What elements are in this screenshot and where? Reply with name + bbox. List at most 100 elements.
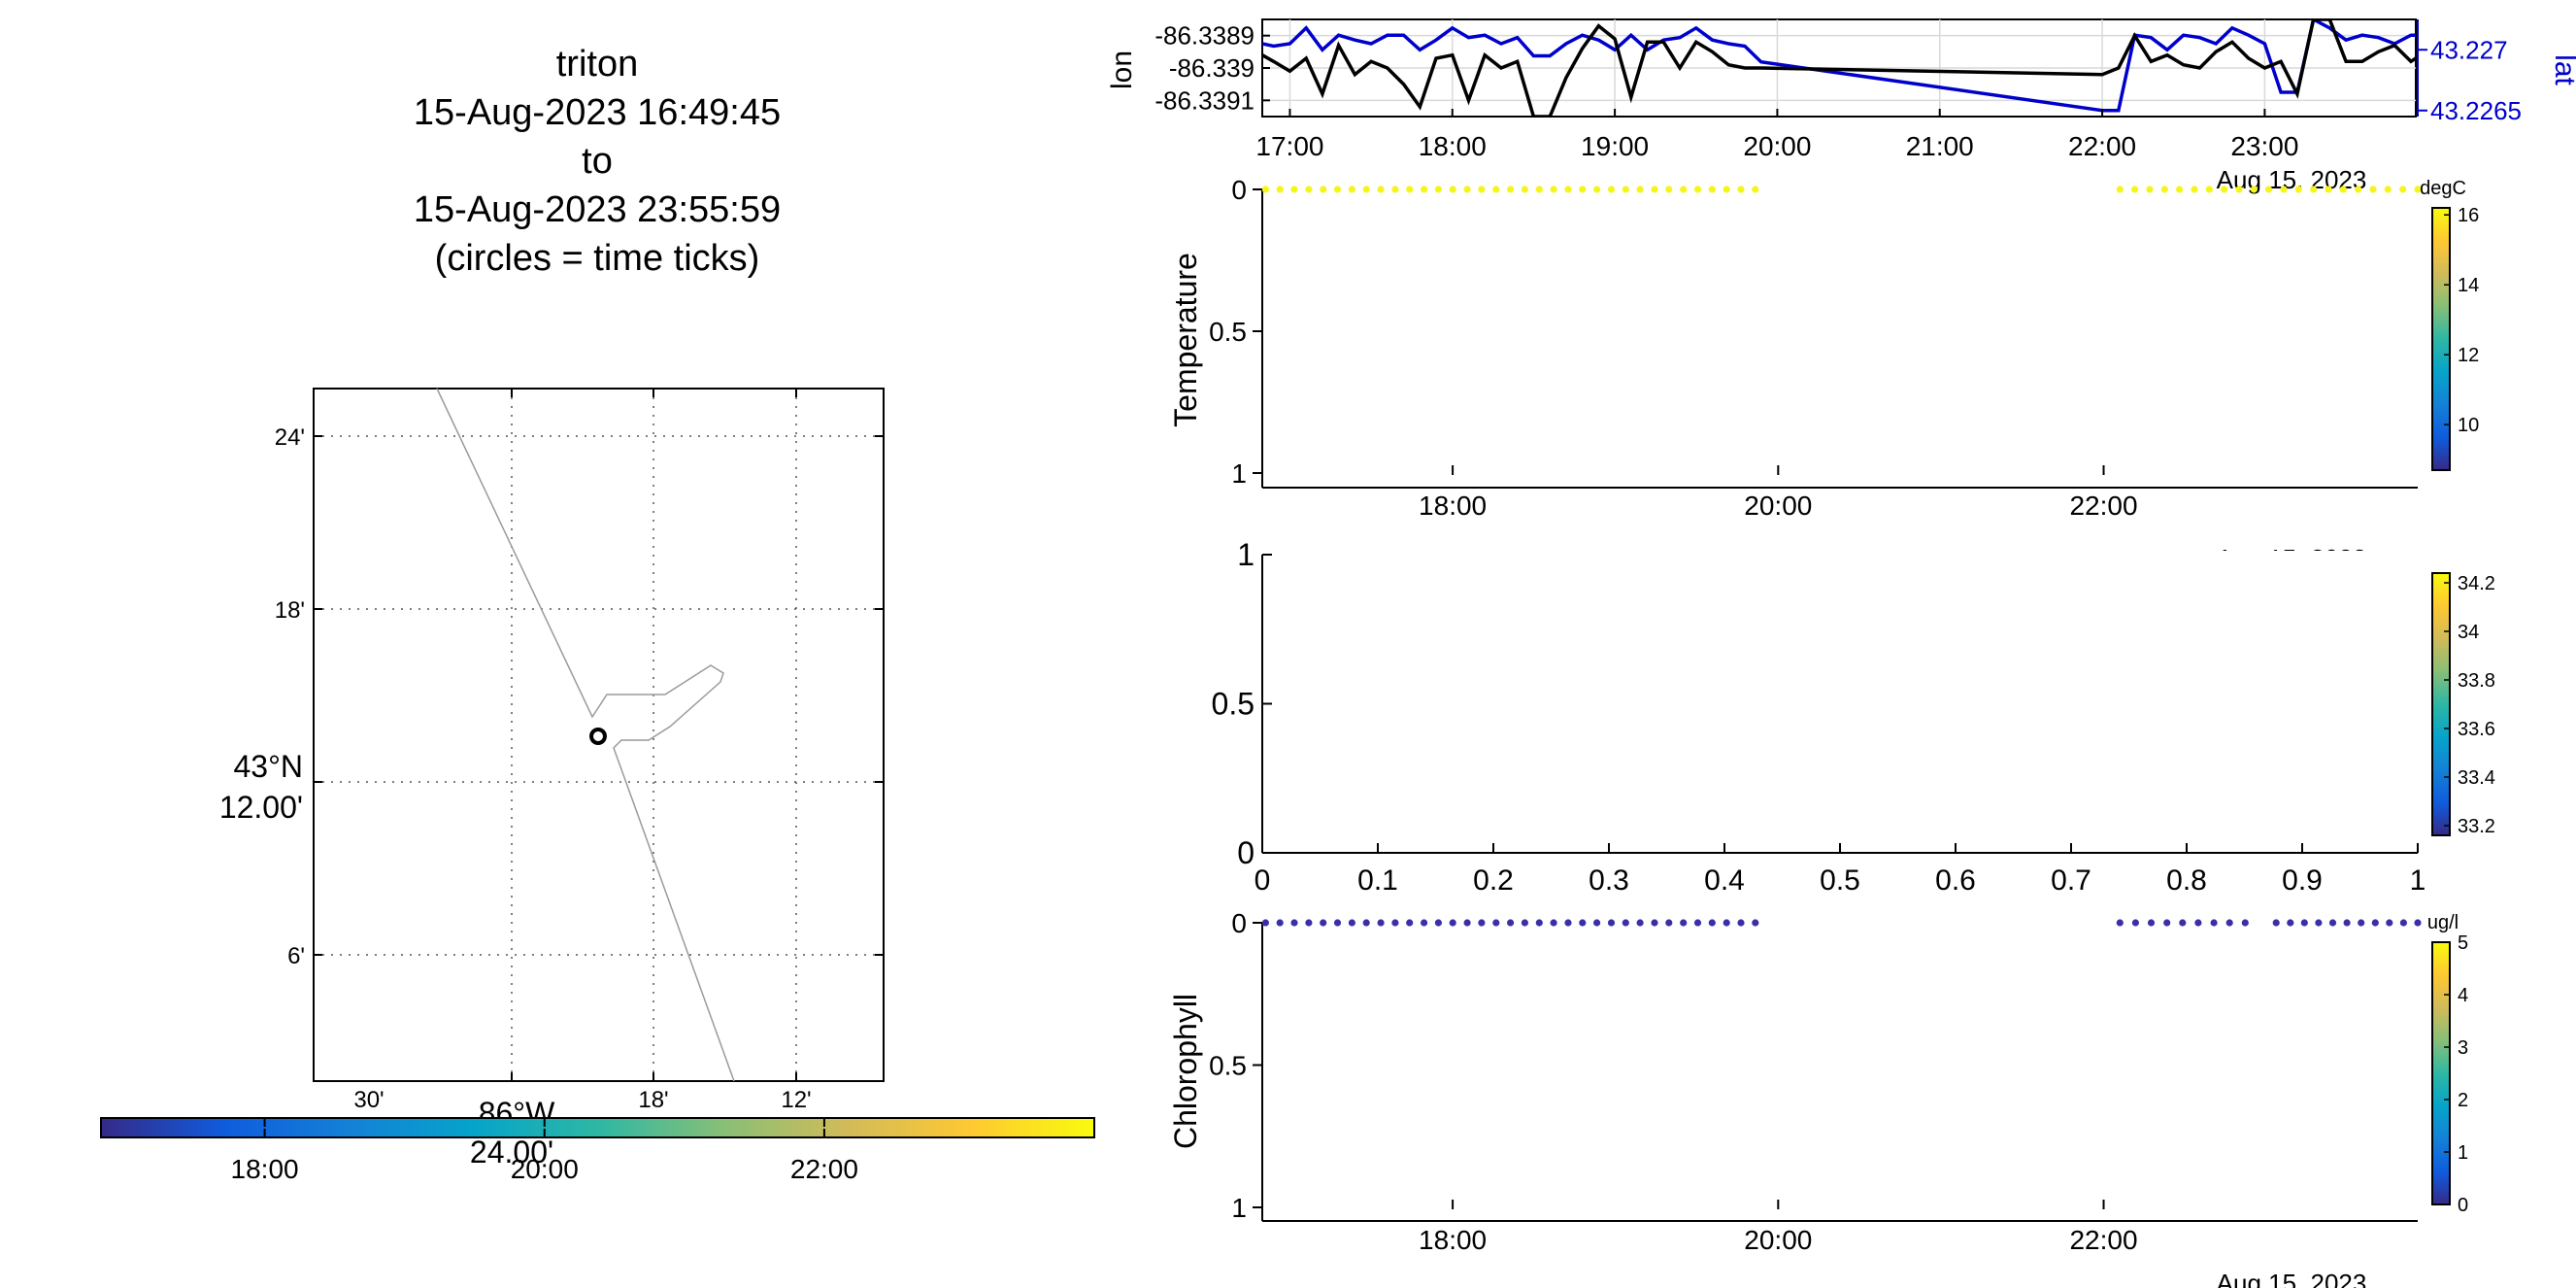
vehicle-position-marker	[589, 728, 607, 745]
chlorophyll-point	[2179, 919, 2187, 927]
temperature-axis-label: Temperature	[1168, 253, 1203, 427]
chlorophyll-point	[1391, 919, 1399, 927]
temperature-x-tick-label: 20:00	[1744, 491, 1812, 521]
salinity-x-tick-label: 0.3	[1589, 864, 1629, 897]
chlorophyll-point	[2315, 919, 2323, 927]
chlorophyll-point	[1680, 919, 1688, 927]
salinity-x-tick-label: 1	[2410, 864, 2426, 897]
position-x-tick-label: 22:00	[2068, 131, 2136, 161]
temperature-colorbar	[2431, 207, 2451, 471]
title-line-5: (circles = time ticks)	[435, 238, 760, 279]
lat-tick-label: 43.227	[2430, 35, 2508, 64]
chlorophyll-point	[1651, 919, 1658, 927]
temperature-point	[1535, 186, 1543, 193]
lon-tick-label: -86.3389	[1154, 21, 1255, 51]
map-graticule	[314, 389, 884, 1081]
title-line-4: 15-Aug-2023 23:55:59	[414, 189, 781, 230]
chlorophyll-point	[1377, 919, 1385, 927]
lat-axis: 43.227 43.2265	[2417, 19, 2522, 125]
temperature-point	[2116, 186, 2124, 193]
temperature-point	[1665, 186, 1673, 193]
chlorophyll-point	[2116, 919, 2124, 927]
temperature-colorbar-tick-label: 10	[2458, 415, 2479, 436]
chlorophyll-point	[2241, 919, 2249, 927]
lon-label-18: 18'	[638, 1087, 668, 1113]
temperature-point	[2221, 186, 2228, 193]
salinity-x-tick-label: 0.6	[1935, 864, 1976, 897]
salinity-colorbar-tick-label: 33.2	[2458, 816, 2495, 837]
temperature-point	[2369, 186, 2377, 193]
chlorophyll-point	[1492, 919, 1500, 927]
chlorophyll-point	[1708, 919, 1716, 927]
temperature-point	[2146, 186, 2154, 193]
lon-label-12: 12'	[781, 1087, 811, 1113]
chlorophyll-point	[1550, 919, 1557, 927]
temperature-point	[2250, 186, 2258, 193]
temperature-point	[2176, 186, 2184, 193]
chlorophyll-point	[2225, 919, 2233, 927]
chlorophyll-point	[1665, 919, 1673, 927]
chlorophyll-colorbar-tick-label: 2	[2458, 1090, 2468, 1111]
temperature-y-ticks: 00.51	[1209, 175, 1262, 489]
time-colorbar-ticks: 18:00 20:00 22:00	[231, 1118, 858, 1184]
temperature-x-ticks: 18:00 20:00 22:00	[1419, 465, 2138, 521]
map-ticks	[314, 389, 884, 1081]
title-line-1: triton	[556, 44, 638, 85]
lat-label-12: 12.00'	[219, 790, 303, 825]
temperature-point	[1693, 186, 1702, 193]
temperature-axes	[1261, 189, 2418, 489]
chlorophyll-point	[2131, 919, 2139, 927]
temperature-date-clip: Aug 15, 2023	[2217, 544, 2367, 551]
temperature-colorbar-tick-label: 14	[2458, 275, 2479, 296]
chlorophyll-point	[2194, 919, 2202, 927]
temperature-point	[1391, 186, 1399, 193]
chlorophyll-colorbar-tick-label: 5	[2458, 932, 2468, 954]
temperature-point	[1348, 186, 1355, 193]
salinity-colorbar	[2431, 572, 2451, 836]
lat-label-6: 6'	[287, 943, 305, 969]
chlorophyll-axes	[1261, 923, 2418, 1222]
salinity-x-ticks: 0 0.1 0.2 0.3 0.4 0.5 0.6 0.7 0.8 0.9 1	[1255, 843, 2426, 897]
chlorophyll-point	[1521, 919, 1528, 927]
track-map: 24' 18' 43°N 12.00' 6' 30' 86°W 24.00' 1…	[219, 388, 885, 1169]
temperature-y-tick-label: 0	[1231, 175, 1247, 205]
time-colorbar-tick-label: 22:00	[790, 1154, 858, 1184]
temperature-point	[1564, 186, 1572, 193]
salinity-colorbar-tick-label: 34.2	[2458, 573, 2495, 594]
temperature-point	[2160, 186, 2168, 193]
chlorophyll-point	[1507, 919, 1515, 927]
salinity-x-tick-label: 0.1	[1357, 864, 1398, 897]
chlorophyll-point	[2210, 919, 2218, 927]
temperature-y-tick-label: 1	[1231, 458, 1247, 489]
temperature-point	[2131, 186, 2139, 193]
salinity-colorbar-tick-label: 34	[2458, 622, 2479, 643]
chlorophyll-point	[2414, 919, 2422, 927]
chlorophyll-colorbar-tick-label: 3	[2458, 1037, 2468, 1059]
chlorophyll-point	[1348, 919, 1355, 927]
temperature-point	[2384, 186, 2392, 193]
salinity-y-tick-label: 0.5	[1212, 687, 1255, 722]
chlorophyll-point	[1752, 919, 1759, 927]
chlorophyll-colorbar-tick-label: 0	[2458, 1195, 2468, 1216]
salinity-x-tick-label: 0.9	[2282, 864, 2323, 897]
temperature-point	[1723, 186, 1730, 193]
temperature-point	[1737, 186, 1745, 193]
lat-tick-label: 43.2265	[2430, 96, 2522, 125]
temperature-x-tick-label: 18:00	[1419, 491, 1487, 521]
salinity-x-tick-label: 0.2	[1473, 864, 1514, 897]
temperature-point	[1362, 186, 1370, 193]
position-x-tick-label: 20:00	[1743, 131, 1811, 161]
position-x-tick-label: 23:00	[2230, 131, 2298, 161]
chlorophyll-point	[2386, 919, 2393, 927]
lon-label-30: 30'	[353, 1087, 384, 1113]
temperature-point	[2325, 186, 2332, 193]
chlorophyll-point	[1290, 919, 1298, 927]
chlorophyll-point	[1320, 919, 1327, 927]
chlorophyll-point	[1723, 919, 1730, 927]
chlorophyll-point	[1362, 919, 1370, 927]
lat-label-18: 18'	[275, 597, 305, 624]
temperature-point	[1550, 186, 1557, 193]
lat-axis-label: lat	[2549, 54, 2576, 85]
chlorophyll-point	[1261, 919, 1269, 927]
temperature-point	[2414, 186, 2422, 193]
